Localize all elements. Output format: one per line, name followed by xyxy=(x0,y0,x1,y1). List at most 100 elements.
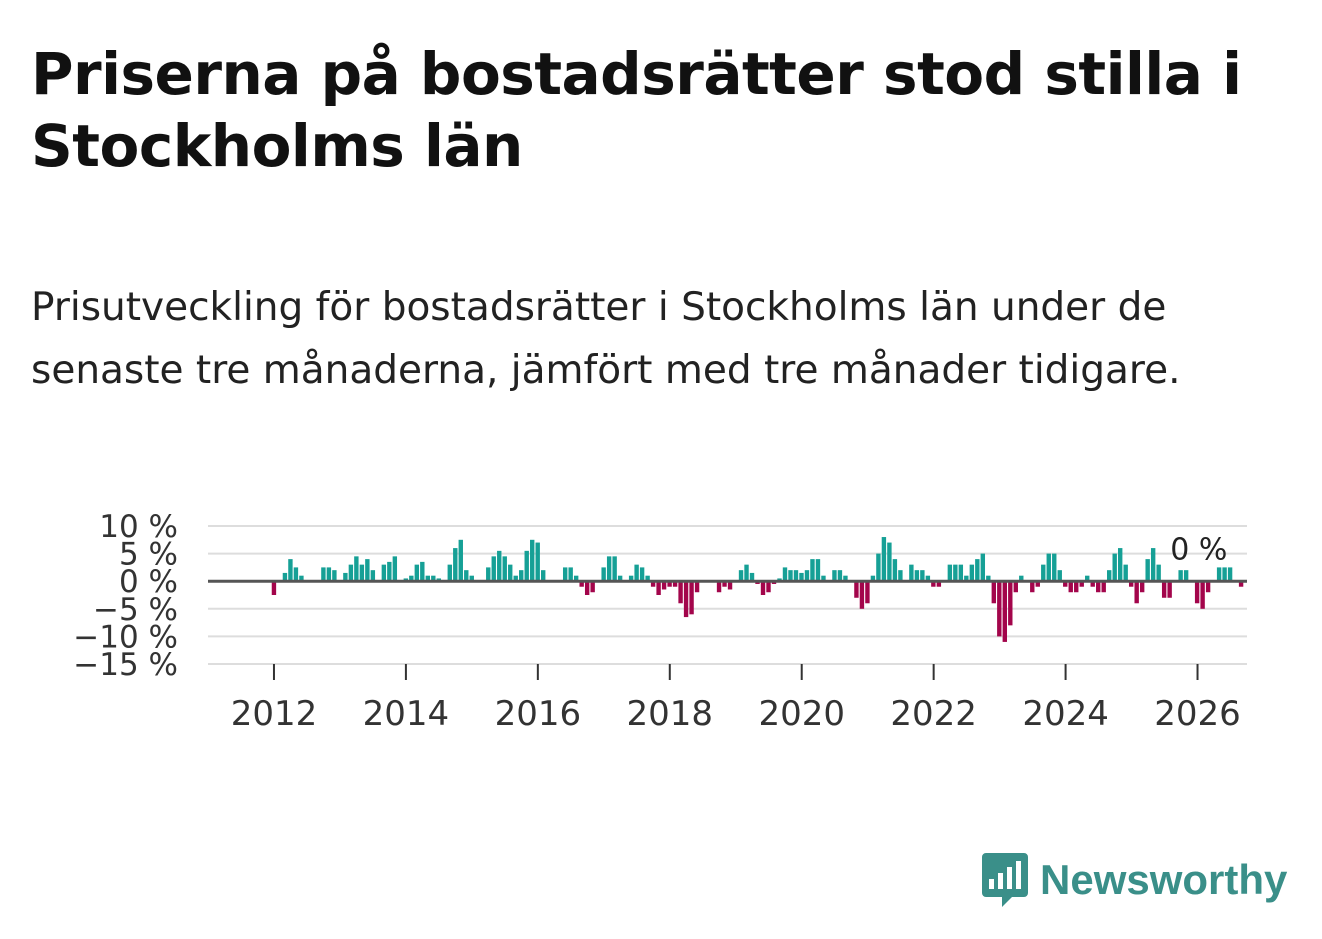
bar xyxy=(766,581,771,593)
bar xyxy=(1238,581,1244,587)
y-axis-ticks: 10 %5 %0 %−5 %−10 %−15 % xyxy=(73,509,178,683)
bar xyxy=(1019,575,1024,582)
bar xyxy=(606,556,612,582)
bar xyxy=(387,561,392,582)
bar xyxy=(1150,548,1156,582)
bar xyxy=(837,570,843,582)
bar xyxy=(1068,581,1073,593)
x-tick-label: 2022 xyxy=(890,694,977,734)
bar xyxy=(497,550,502,582)
bar xyxy=(947,564,953,582)
bar xyxy=(738,570,744,582)
bar xyxy=(464,570,469,582)
chart-subtitle: Prisutveckling för bostadsrätter i Stock… xyxy=(31,285,1181,393)
bar xyxy=(1134,581,1139,604)
bar xyxy=(1200,581,1205,609)
x-tick-label: 2020 xyxy=(758,694,845,734)
bar xyxy=(865,581,870,604)
bar xyxy=(381,564,387,582)
bar xyxy=(590,581,595,593)
bar xyxy=(420,561,425,582)
bar xyxy=(458,539,463,582)
bar xyxy=(271,581,277,595)
bar xyxy=(969,564,975,582)
x-axis-ticks: 2012 2014 2016 2018 2020 2022 2024 2026 xyxy=(231,664,1241,734)
bar xyxy=(722,581,727,587)
bar xyxy=(744,564,749,582)
bar xyxy=(612,556,617,582)
bar xyxy=(986,575,991,582)
grid-lines xyxy=(208,525,1247,665)
bar xyxy=(1074,581,1079,593)
bar xyxy=(936,581,942,587)
bar xyxy=(343,572,348,582)
bar xyxy=(931,581,936,587)
bar xyxy=(661,581,667,590)
bar xyxy=(1002,581,1007,642)
chart-title: Priserna på bostadsrätter stod stilla i … xyxy=(31,40,1242,180)
newsworthy-logo: Newsworthy xyxy=(980,849,1287,911)
bar xyxy=(469,575,474,582)
x-tick-label: 2024 xyxy=(1022,694,1109,734)
bar xyxy=(486,567,491,582)
bar xyxy=(810,559,815,582)
bar xyxy=(562,567,568,582)
bar xyxy=(980,553,986,582)
bar xyxy=(293,567,299,582)
bar xyxy=(453,548,458,582)
bar xyxy=(804,570,810,582)
bar xyxy=(321,567,326,582)
bar xyxy=(524,550,529,582)
bar xyxy=(1167,581,1172,598)
bar xyxy=(1156,564,1161,582)
bar xyxy=(1222,567,1227,582)
logo-text: Newsworthy xyxy=(1040,856,1288,903)
bar xyxy=(656,581,661,595)
bar xyxy=(1090,581,1095,587)
bar xyxy=(530,539,535,582)
bar xyxy=(645,575,650,582)
bar xyxy=(282,572,288,582)
bar xyxy=(683,581,689,618)
y-tick-label: 5 % xyxy=(119,537,178,573)
bar xyxy=(870,575,876,582)
bar xyxy=(799,572,804,582)
bar xyxy=(348,564,354,582)
bar xyxy=(716,581,722,593)
bar xyxy=(1057,570,1062,582)
bar xyxy=(782,567,788,582)
x-tick-label: 2014 xyxy=(363,694,450,734)
bar xyxy=(1194,581,1200,604)
bar-chart: 10 %5 %0 %−5 %−10 %−15 % 2012 2014 2016 201… xyxy=(73,509,1247,734)
bar xyxy=(953,564,958,582)
bar xyxy=(650,581,656,587)
bar xyxy=(326,567,332,582)
bar xyxy=(1145,559,1150,582)
bar xyxy=(1035,581,1040,587)
bar xyxy=(1013,581,1018,593)
bar xyxy=(414,564,420,582)
bar xyxy=(431,575,436,582)
bar xyxy=(513,575,518,582)
bar xyxy=(519,570,524,582)
bar xyxy=(1030,581,1035,593)
bar xyxy=(1096,581,1101,593)
bar xyxy=(425,575,431,582)
y-tick-label: −5 % xyxy=(93,592,178,628)
bar xyxy=(354,556,359,582)
bar xyxy=(1079,581,1084,587)
bar xyxy=(1085,575,1090,582)
bar xyxy=(1183,570,1189,582)
bar xyxy=(925,575,931,582)
y-tick-label: 0 % xyxy=(119,564,178,600)
bar xyxy=(359,564,365,582)
bar xyxy=(832,570,837,582)
bar xyxy=(854,581,859,598)
bar xyxy=(920,570,925,582)
bar xyxy=(788,570,793,582)
bar xyxy=(843,575,848,582)
bar xyxy=(392,556,398,582)
bar xyxy=(1107,570,1112,582)
bar xyxy=(1052,553,1057,582)
bar xyxy=(909,564,914,582)
